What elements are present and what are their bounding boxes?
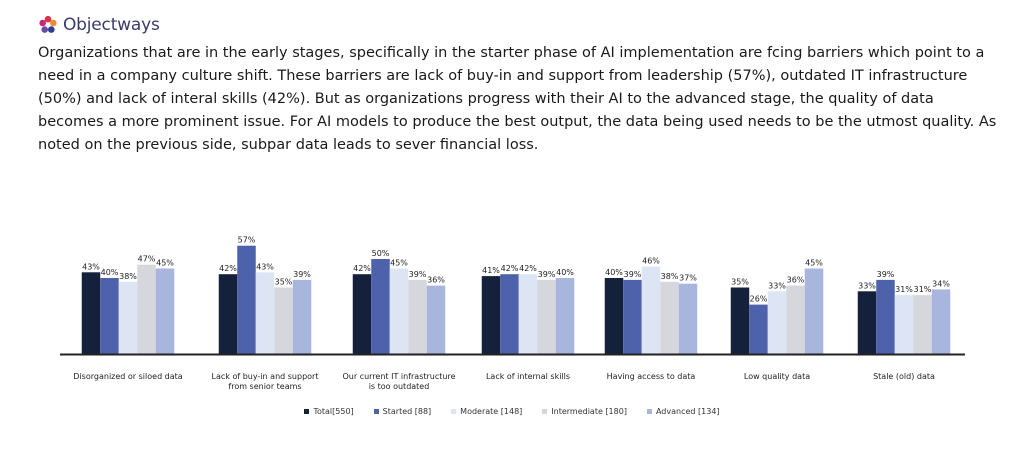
bar-value-label: 43% [82,262,100,271]
bar-value-label: 45% [156,259,174,268]
category-label: from senior teams [228,382,301,391]
category-label: Our current IT infrastructure [343,372,456,381]
bar-value-label: 38% [119,272,137,281]
bar [623,279,642,354]
objectways-logo-icon [39,15,57,33]
bar [292,279,312,354]
bar-value-label: 37% [679,274,697,283]
bar-value-label: 26% [750,295,768,304]
bar [118,281,138,354]
bar [81,272,101,354]
bar [931,289,951,354]
bar [137,264,156,354]
bar-value-label: 35% [275,278,293,287]
bar [857,291,877,354]
legend-swatch [373,409,379,414]
bar-value-label: 46% [642,257,660,266]
bar-value-label: 41% [482,266,500,275]
legend-item: Total[550] [304,407,354,416]
chart-legend: Total[550] Started [88] Moderate [148] Inte… [0,407,1024,416]
bar-value-label: 47% [138,255,156,264]
bar [218,274,238,354]
bar [786,285,805,354]
legend-label: Total[550] [313,407,354,416]
bar-value-label: 36% [427,276,445,285]
bar [426,285,446,354]
legend-item: Started [88] [373,407,432,416]
legend-swatch [451,409,457,414]
intro-paragraph: Organizations that are in the early stag… [38,45,997,153]
bar-value-label: 33% [768,281,786,290]
category-label: Low quality data [744,372,810,381]
bar [749,304,768,354]
bar [604,278,624,354]
bar-value-label: 42% [501,264,519,273]
legend-item: Advanced [134] [646,407,720,416]
legend-swatch [304,409,310,414]
category-label: Lack of internal skills [486,372,570,381]
bar [518,274,538,354]
bar [389,268,409,354]
legend-label: Intermediate [180] [551,407,627,416]
bar-value-label: 40% [101,268,119,277]
bar-value-label: 38% [661,272,679,281]
bar [678,283,698,354]
bar [641,266,661,354]
bar [876,279,895,354]
bar [274,287,293,354]
bar [255,272,275,354]
legend-swatch [542,409,548,414]
bar [913,295,932,354]
legend-label: Moderate [148] [460,407,523,416]
bar [371,259,390,354]
bar [660,281,679,354]
bar [500,274,519,354]
category-label: Lack of buy-in and support [212,372,319,381]
bar [730,287,750,354]
bar [555,278,575,354]
bar-value-label: 39% [877,270,895,279]
bar [481,276,501,354]
brand-logo: Objectways [38,15,160,35]
bar-value-label: 39% [293,270,311,279]
bar-value-label: 33% [858,281,876,290]
legend-label: Started [88] [382,407,432,416]
bar-value-label: 45% [390,259,408,268]
category-label: Having access to data [607,372,696,381]
bar [894,295,914,354]
legend-item: Intermediate [180] [542,407,627,416]
bar-value-label: 42% [353,264,371,273]
bar [237,245,256,354]
bar [100,278,119,354]
bar-value-label: 57% [238,236,256,245]
category-label: is too outdated [369,382,430,391]
bar [767,291,787,354]
bar-value-label: 39% [409,270,427,279]
category-label: Disorganized or siloed data [73,372,183,381]
bar-value-label: 34% [932,279,950,288]
legend-label: Advanced [134] [655,407,720,416]
bar-value-label: 40% [605,268,623,277]
bar-value-label: 36% [787,276,805,285]
legend-swatch [646,409,652,414]
brand-name: Objectways [63,15,160,35]
bar-value-label: 40% [556,268,574,277]
bar-value-label: 39% [538,270,556,279]
bar-value-label: 31% [914,285,932,294]
bar-value-label: 31% [895,285,913,294]
bar-value-label: 43% [256,262,274,271]
bar-value-label: 45% [805,259,823,268]
bar-value-label: 39% [624,270,642,279]
bar [537,279,556,354]
bar [408,279,427,354]
bar-value-label: 42% [219,264,237,273]
bar [352,274,372,354]
legend-item: Moderate [148] [451,407,522,416]
bar [804,268,824,354]
bar [155,268,175,354]
bar-value-label: 50% [372,249,390,258]
category-label: Stale (old) data [873,372,935,381]
bar-value-label: 35% [731,278,749,287]
bar-value-label: 42% [519,264,537,273]
